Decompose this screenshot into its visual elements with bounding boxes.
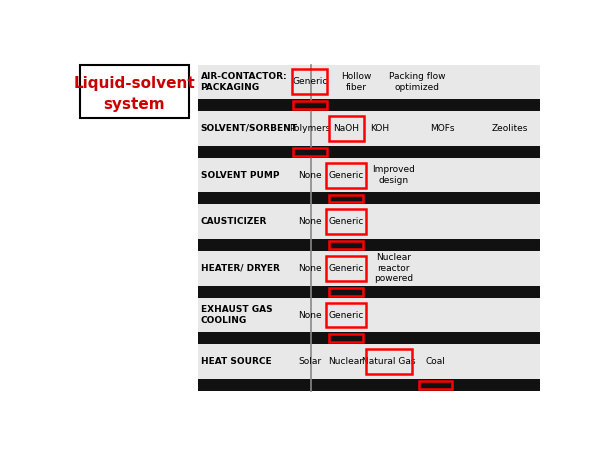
FancyBboxPatch shape: [329, 241, 363, 249]
FancyBboxPatch shape: [198, 193, 540, 204]
FancyBboxPatch shape: [198, 99, 540, 111]
FancyBboxPatch shape: [198, 379, 540, 391]
Text: Generic: Generic: [328, 170, 364, 179]
Text: Polymers: Polymers: [289, 124, 331, 133]
Text: None: None: [298, 264, 322, 273]
Text: Hollow
fiber: Hollow fiber: [341, 72, 371, 92]
Text: EXHAUST GAS
COOLING: EXHAUST GAS COOLING: [200, 305, 272, 325]
Text: SOLVENT PUMP: SOLVENT PUMP: [200, 170, 279, 179]
Text: NaOH: NaOH: [333, 124, 359, 133]
FancyBboxPatch shape: [198, 204, 540, 239]
FancyBboxPatch shape: [198, 251, 540, 285]
Text: SOLVENT/SORBENT: SOLVENT/SORBENT: [200, 124, 298, 133]
FancyBboxPatch shape: [419, 381, 452, 389]
FancyBboxPatch shape: [198, 332, 540, 344]
Text: AIR-CONTACTOR:
PACKAGING: AIR-CONTACTOR: PACKAGING: [200, 72, 287, 92]
FancyBboxPatch shape: [198, 344, 540, 379]
Text: MOFs: MOFs: [430, 124, 455, 133]
Text: KOH: KOH: [370, 124, 389, 133]
Text: Zeolites: Zeolites: [491, 124, 528, 133]
Text: Generic: Generic: [328, 264, 364, 273]
FancyBboxPatch shape: [198, 111, 540, 146]
Text: Generic: Generic: [328, 310, 364, 319]
FancyBboxPatch shape: [293, 101, 326, 109]
FancyBboxPatch shape: [198, 146, 540, 158]
Text: CAUSTICIZER: CAUSTICIZER: [200, 217, 267, 226]
Text: system: system: [103, 97, 165, 112]
Text: Packing flow
optimized: Packing flow optimized: [389, 72, 445, 92]
Text: None: None: [298, 170, 322, 179]
FancyBboxPatch shape: [198, 285, 540, 298]
Text: None: None: [298, 217, 322, 226]
Text: Coal: Coal: [425, 357, 445, 366]
Text: Generic: Generic: [328, 217, 364, 226]
FancyBboxPatch shape: [293, 148, 326, 156]
Text: Generic: Generic: [292, 77, 328, 86]
FancyBboxPatch shape: [198, 239, 540, 251]
Text: None: None: [298, 310, 322, 319]
Text: Nuclear
reactor
powered: Nuclear reactor powered: [374, 253, 413, 283]
FancyBboxPatch shape: [329, 288, 363, 295]
FancyBboxPatch shape: [329, 335, 363, 342]
Text: Solar: Solar: [298, 357, 322, 366]
FancyBboxPatch shape: [198, 298, 540, 332]
Text: HEAT SOURCE: HEAT SOURCE: [200, 357, 271, 366]
FancyBboxPatch shape: [329, 194, 363, 202]
Text: Nuclear: Nuclear: [329, 357, 364, 366]
Text: Liquid-solvent: Liquid-solvent: [73, 76, 195, 91]
Text: Natural Gas: Natural Gas: [362, 357, 416, 366]
FancyBboxPatch shape: [198, 158, 540, 193]
FancyBboxPatch shape: [80, 64, 189, 118]
FancyBboxPatch shape: [198, 64, 540, 99]
Text: HEATER/ DRYER: HEATER/ DRYER: [200, 264, 280, 273]
Text: Improved
design: Improved design: [372, 166, 415, 185]
